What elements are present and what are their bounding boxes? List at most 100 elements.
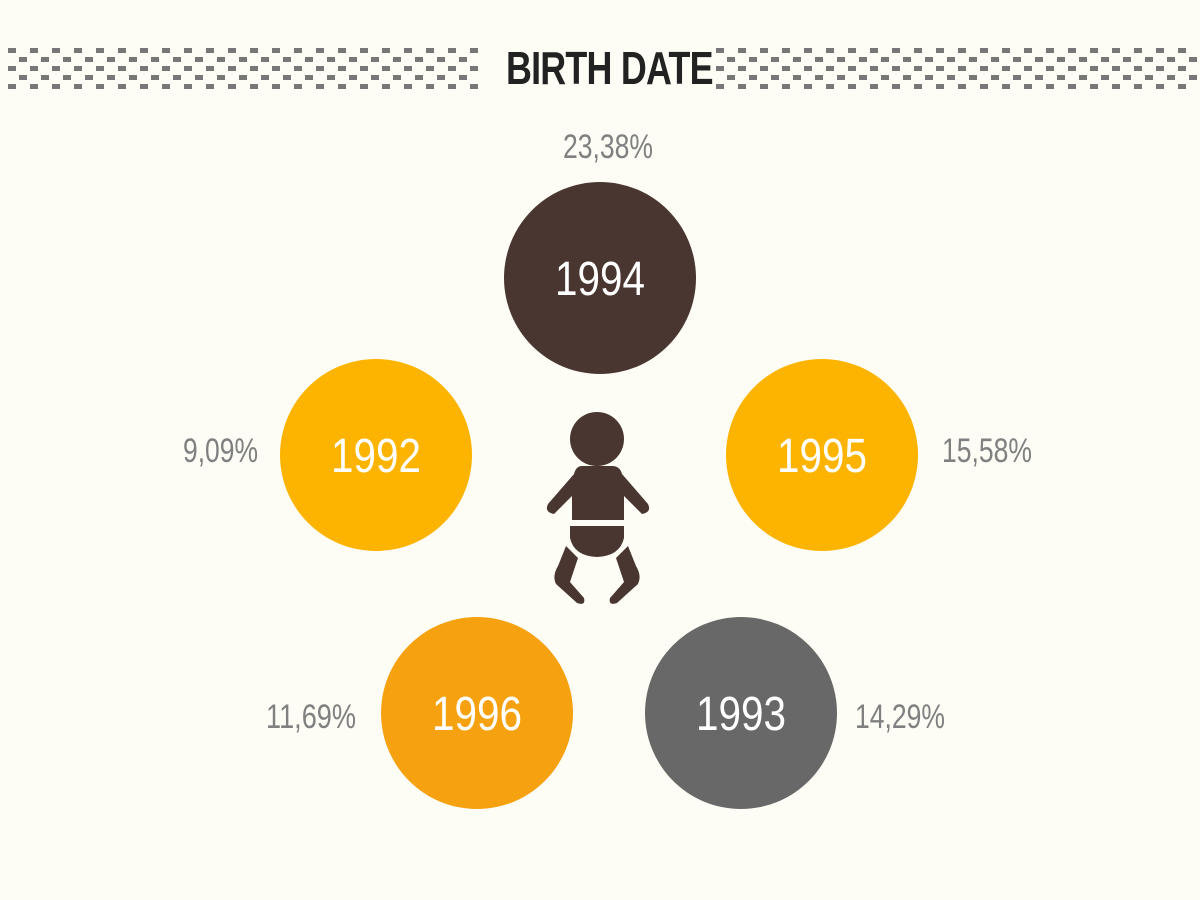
pattern-dash xyxy=(96,84,104,89)
pattern-dash xyxy=(415,75,423,80)
pattern-dash xyxy=(272,66,280,71)
percent-label-1994: 23,38% xyxy=(563,128,653,166)
baby-icon xyxy=(546,412,650,604)
pattern-dash xyxy=(360,66,368,71)
pattern-dash xyxy=(250,66,258,71)
pattern-dash xyxy=(261,57,269,62)
pattern-dash xyxy=(41,57,49,62)
year-label-1992: 1992 xyxy=(331,430,421,483)
pattern-dash xyxy=(771,57,779,62)
pattern-dash xyxy=(52,48,60,53)
pattern-dash xyxy=(1090,84,1098,89)
pattern-dash xyxy=(1156,84,1164,89)
decorative-pattern-left xyxy=(8,46,480,90)
pattern-dash xyxy=(1112,66,1120,71)
pattern-dash xyxy=(52,66,60,71)
pattern-dash xyxy=(1178,48,1186,53)
pattern-dash xyxy=(360,84,368,89)
pattern-dash xyxy=(837,57,845,62)
pattern-dash xyxy=(1156,66,1164,71)
pattern-dash xyxy=(360,48,368,53)
pattern-dash xyxy=(1134,66,1142,71)
pattern-dash xyxy=(936,66,944,71)
pattern-dash xyxy=(63,75,71,80)
pattern-dash xyxy=(892,66,900,71)
year-label-1994: 1994 xyxy=(555,253,645,306)
pattern-dash xyxy=(1134,48,1142,53)
pattern-dash xyxy=(437,57,445,62)
pattern-dash xyxy=(1079,57,1087,62)
page-title: BIRTH DATE xyxy=(505,42,714,94)
pattern-dash xyxy=(162,84,170,89)
pattern-dash xyxy=(74,66,82,71)
pattern-dash xyxy=(1002,48,1010,53)
pattern-dash xyxy=(470,48,478,53)
pattern-dash xyxy=(437,75,445,80)
pattern-dash xyxy=(30,48,38,53)
pattern-dash xyxy=(8,66,16,71)
pattern-dash xyxy=(980,66,988,71)
bubble-1992 xyxy=(280,359,472,551)
pattern-dash xyxy=(404,66,412,71)
pattern-dash xyxy=(1068,48,1076,53)
pattern-dash xyxy=(382,66,390,71)
pattern-dash xyxy=(782,84,790,89)
pattern-dash xyxy=(151,57,159,62)
pattern-dash xyxy=(261,75,269,80)
pattern-dash xyxy=(749,57,757,62)
pattern-dash xyxy=(107,57,115,62)
pattern-dash xyxy=(459,57,467,62)
pattern-dash xyxy=(129,75,137,80)
pattern-dash xyxy=(173,75,181,80)
decorative-pattern-right xyxy=(716,46,1200,90)
pattern-dash xyxy=(793,57,801,62)
pattern-dash xyxy=(239,57,247,62)
pattern-dash xyxy=(1046,84,1054,89)
pattern-dash xyxy=(925,75,933,80)
bubble-1996 xyxy=(381,617,573,809)
pattern-dash xyxy=(63,57,71,62)
pattern-dash xyxy=(958,66,966,71)
pattern-dash xyxy=(782,66,790,71)
pattern-dash xyxy=(936,84,944,89)
pattern-dash xyxy=(1046,66,1054,71)
pattern-dash xyxy=(448,48,456,53)
pattern-dash xyxy=(404,48,412,53)
pattern-dash xyxy=(1145,75,1153,80)
pattern-dash xyxy=(1189,75,1197,80)
pattern-dash xyxy=(404,84,412,89)
pattern-dash xyxy=(294,84,302,89)
pattern-dash xyxy=(848,66,856,71)
pattern-dash xyxy=(914,84,922,89)
pattern-dash xyxy=(338,48,346,53)
pattern-dash xyxy=(980,48,988,53)
pattern-dash xyxy=(272,48,280,53)
pattern-dash xyxy=(1002,66,1010,71)
pattern-dash xyxy=(716,48,724,53)
pattern-dash xyxy=(1024,84,1032,89)
year-label-1995: 1995 xyxy=(777,430,867,483)
bubble-1993 xyxy=(645,617,837,809)
pattern-dash xyxy=(848,48,856,53)
pattern-dash xyxy=(382,84,390,89)
pattern-dash xyxy=(980,84,988,89)
pattern-dash xyxy=(107,75,115,80)
pattern-dash xyxy=(1002,84,1010,89)
pattern-dash xyxy=(140,66,148,71)
pattern-dash xyxy=(804,84,812,89)
pattern-dash xyxy=(1046,48,1054,53)
pattern-dash xyxy=(338,84,346,89)
pattern-dash xyxy=(826,66,834,71)
pattern-dash xyxy=(870,84,878,89)
pattern-dash xyxy=(316,48,324,53)
pattern-dash xyxy=(1024,48,1032,53)
year-label-1996: 1996 xyxy=(432,688,522,741)
pattern-dash xyxy=(1134,84,1142,89)
pattern-dash xyxy=(760,66,768,71)
pattern-dash xyxy=(272,84,280,89)
pattern-dash xyxy=(195,57,203,62)
pattern-dash xyxy=(371,57,379,62)
pattern-dash xyxy=(815,75,823,80)
pattern-dash xyxy=(782,48,790,53)
